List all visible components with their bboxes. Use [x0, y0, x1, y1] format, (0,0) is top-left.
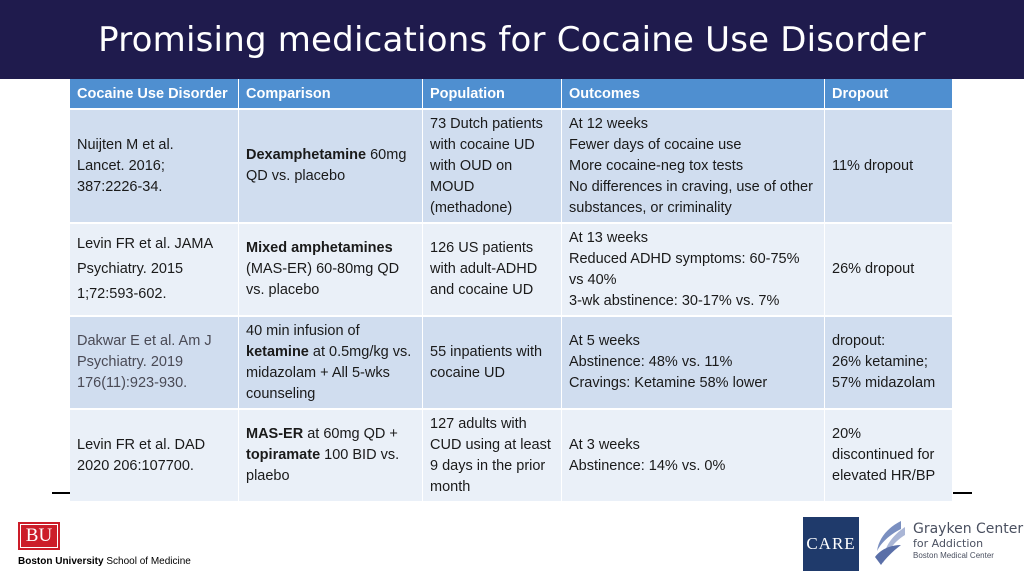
study-line: Levin FR et al. JAMA: [77, 236, 214, 252]
comparison-text: 60mg QD vs. placebo: [246, 147, 407, 184]
header-population: Population: [423, 79, 562, 110]
comparison-text: at 60mg QD +: [303, 426, 398, 442]
table-row: Nuijten M et al. Lancet. 2016; 387:2226-…: [70, 110, 953, 224]
study-line: Nuijten M et al.: [77, 136, 174, 153]
outcomes-cell: At 13 weeks Reduced ADHD symptoms: 60-75…: [562, 224, 825, 317]
study-line: Dakwar E et al. Am J: [77, 333, 212, 349]
comparison-cell: Mixed amphetamines (MAS-ER) 60-80mg QD v…: [239, 224, 423, 317]
outcome-line: Abstinence: 14% vs. 0%: [569, 457, 726, 474]
grayken-leaf-icon: [875, 521, 905, 565]
drug-name: Dexamphetamine: [246, 147, 367, 163]
outcome-line: No differences in craving, use of other …: [569, 178, 813, 216]
outcomes-cell: At 12 weeks Fewer days of cocaine use Mo…: [562, 110, 825, 224]
population-cell: 126 US patients with adult-ADHD and coca…: [423, 224, 562, 317]
drug-name: topiramate: [246, 447, 321, 463]
study-line: 387:2226-34.: [77, 178, 163, 195]
study-line: Psychiatry. 2015: [77, 261, 184, 277]
study-cell: Levin FR et al. DAD 2020 206:107700.: [70, 410, 239, 503]
dropout-line: 26% ketamine;: [832, 354, 928, 370]
study-line: 1;72:593-602.: [77, 286, 167, 302]
comparison-cell: 40 min infusion of ketamine at 0.5mg/kg …: [239, 317, 423, 410]
outcome-line: At 12 weeks: [569, 115, 648, 132]
comparison-text: (MAS-ER) 60-80mg QD vs. placebo: [246, 261, 400, 298]
grayken-line2: for Addiction: [913, 537, 984, 550]
bu-logo-text: BU: [20, 524, 58, 548]
dropout-line: 57% midazolam: [832, 375, 936, 391]
divider-right: [952, 492, 972, 494]
outcome-line: At 13 weeks: [569, 229, 648, 246]
comparison-cell: Dexamphetamine 60mg QD vs. placebo: [239, 110, 423, 224]
drug-name: MAS-ER: [246, 426, 304, 442]
table-row: Dakwar E et al. Am J Psychiatry. 2019 17…: [70, 317, 953, 410]
population-cell: 127 adults with CUD using at least 9 day…: [423, 410, 562, 503]
comparison-text: 40 min infusion of: [246, 322, 360, 339]
study-line: Levin FR et al. DAD: [77, 436, 206, 453]
care-logo-text: CARE: [806, 534, 856, 553]
medications-table: Cocaine Use Disorder Comparison Populati…: [70, 79, 953, 503]
bu-name-rest: School of Medicine: [103, 556, 191, 567]
drug-name: ketamine: [246, 343, 309, 360]
dropout-cell: dropout: 26% ketamine; 57% midazolam: [825, 317, 953, 410]
comparison-cell: MAS-ER at 60mg QD + topiramate 100 BID v…: [239, 410, 423, 503]
outcomes-cell: At 3 weeks Abstinence: 14% vs. 0%: [562, 410, 825, 503]
bu-school-name: Boston University School of Medicine: [18, 556, 191, 567]
dropout-line: dropout:: [832, 333, 886, 349]
dropout-cell: 20% discontinued for elevated HR/BP: [825, 410, 953, 503]
grayken-line1: Grayken Center: [913, 521, 1024, 537]
population-cell: 55 inpatients with cocaine UD: [423, 317, 562, 410]
population-cell: 73 Dutch patients with cocaine UD with O…: [423, 110, 562, 224]
study-cell: Levin FR et al. JAMA Psychiatry. 2015 1;…: [70, 224, 239, 317]
study-line: Lancet. 2016;: [77, 157, 165, 174]
study-line: 176(11):923-930.: [77, 375, 188, 391]
header-outcomes: Outcomes: [562, 79, 825, 110]
outcomes-cell: At 5 weeks Abstinence: 48% vs. 11% Cravi…: [562, 317, 825, 410]
outcome-line: Fewer days of cocaine use: [569, 136, 742, 153]
table-row: Levin FR et al. DAD 2020 206:107700. MAS…: [70, 410, 953, 503]
bu-name-bold: Boston University: [18, 556, 104, 567]
bu-logo: BU: [18, 522, 60, 550]
slide-title: Promising medications for Cocaine Use Di…: [98, 19, 926, 60]
title-bar: [0, 0, 1024, 79]
table-header-row: Cocaine Use Disorder Comparison Populati…: [70, 79, 953, 110]
table-row: Levin FR et al. JAMA Psychiatry. 2015 1;…: [70, 224, 953, 317]
divider-left: [52, 492, 72, 494]
header-dropout: Dropout: [825, 79, 953, 110]
comparison-text: at 0.5mg/kg vs. midazolam + All 5-wks co…: [246, 343, 412, 402]
grayken-center-logo: Grayken Center for Addiction Boston Medi…: [913, 522, 1023, 561]
grayken-line3: Boston Medical Center: [913, 551, 994, 560]
dropout-cell: 26% dropout: [825, 224, 953, 317]
outcome-line: Cravings: Ketamine 58% lower: [569, 375, 768, 391]
header-comparison: Comparison: [239, 79, 423, 110]
dropout-cell: 11% dropout: [825, 110, 953, 224]
outcome-line: At 3 weeks: [569, 436, 640, 453]
comparison-text: 100 BID vs. plaebo: [246, 447, 400, 484]
study-line: Psychiatry. 2019: [77, 354, 184, 370]
outcome-line: Reduced ADHD symptoms: 60-75% vs 40%: [569, 250, 800, 288]
drug-name: Mixed amphetamines: [246, 240, 393, 256]
study-cell: Nuijten M et al. Lancet. 2016; 387:2226-…: [70, 110, 239, 224]
study-line: 2020 206:107700.: [77, 457, 194, 474]
outcome-line: 3-wk abstinence: 30-17% vs. 7%: [569, 292, 780, 309]
care-logo: CARE: [803, 517, 859, 571]
outcome-line: Abstinence: 48% vs. 11%: [569, 354, 733, 370]
outcome-line: At 5 weeks: [569, 333, 640, 349]
header-study: Cocaine Use Disorder: [70, 79, 239, 110]
study-cell: Dakwar E et al. Am J Psychiatry. 2019 17…: [70, 317, 239, 410]
outcome-line: More cocaine-neg tox tests: [569, 157, 744, 174]
